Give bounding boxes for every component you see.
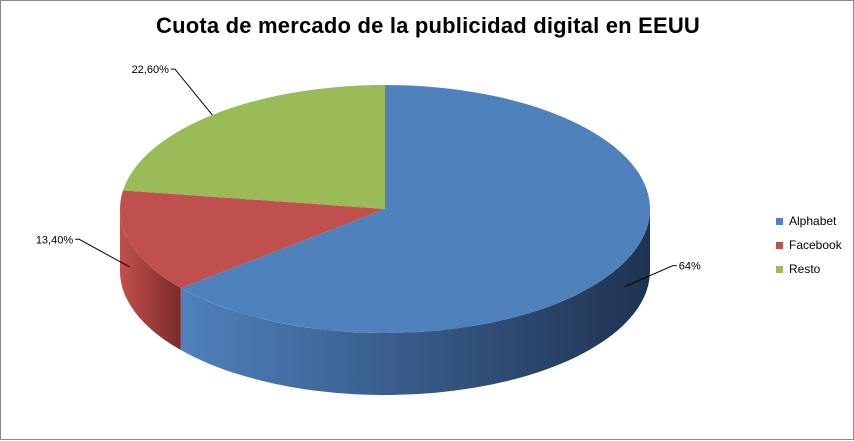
- leader-line-alphabet: [624, 265, 677, 288]
- data-label-resto: 22,60%: [132, 64, 170, 76]
- slice-facebook: [120, 190, 385, 289]
- legend-item-alphabet: Alphabet: [776, 209, 852, 233]
- chart-title: Cuota de mercado de la publicidad digita…: [156, 13, 700, 38]
- pie-slices: [120, 84, 650, 333]
- legend-label-resto: Resto: [789, 262, 821, 276]
- legend: Alphabet Facebook Resto: [776, 209, 852, 281]
- legend-swatch-facebook: [776, 241, 783, 249]
- data-labels: 64% 13,40% 22,60%: [36, 64, 701, 273]
- slice-resto: [123, 84, 385, 209]
- slice-alphabet: [180, 85, 650, 333]
- legend-item-resto: Resto: [776, 257, 852, 281]
- leader-line-resto: [170, 68, 213, 116]
- legend-swatch-alphabet: [776, 217, 783, 225]
- leader-line-facebook: [75, 238, 130, 268]
- slice-side-facebook: [120, 209, 181, 351]
- legend-label-facebook: Facebook: [789, 238, 842, 252]
- legend-label-alphabet: Alphabet: [789, 214, 837, 228]
- leader-lines: [75, 68, 677, 288]
- slice-side-alphabet: [180, 209, 650, 396]
- legend-swatch-resto: [776, 265, 783, 273]
- data-label-alphabet: 64%: [679, 261, 701, 273]
- legend-item-facebook: Facebook: [776, 233, 852, 257]
- pie-sides: [120, 209, 650, 396]
- data-label-facebook: 13,40%: [36, 234, 74, 246]
